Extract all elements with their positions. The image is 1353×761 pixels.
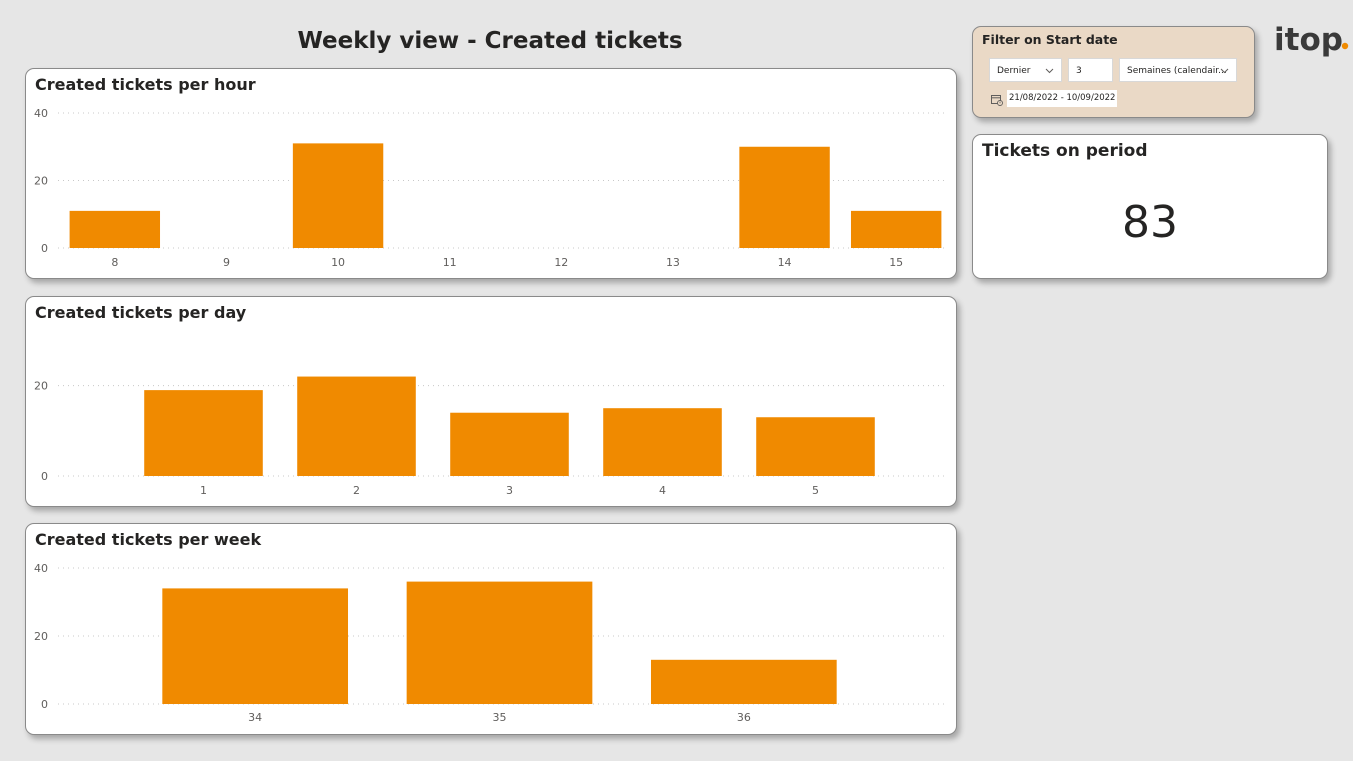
- x-tick-label: 12: [554, 256, 568, 269]
- filter-title: Filter on Start date: [982, 32, 1118, 47]
- chart-title: Created tickets per hour: [35, 75, 256, 94]
- x-tick-label: 9: [223, 256, 230, 269]
- chart-title: Created tickets per week: [35, 530, 262, 549]
- bar[interactable]: [297, 376, 416, 476]
- period-count-value: 3: [1076, 66, 1082, 76]
- x-tick-label: 3: [506, 484, 513, 497]
- page-title: Weekly view - Created tickets: [297, 28, 683, 54]
- y-tick-label: 0: [41, 470, 48, 483]
- calendar-icon[interactable]: [991, 94, 1003, 106]
- x-tick-label: 1: [200, 484, 207, 497]
- period-unit-value: Semaines (calendair...: [1127, 66, 1227, 76]
- bar-chart-per-day: 0 20 1 2 3 4 5: [34, 376, 946, 497]
- x-tick-label: 35: [493, 711, 507, 724]
- kpi-card[interactable]: Tickets on period 83: [972, 134, 1328, 279]
- x-tick-label: 10: [331, 256, 345, 269]
- x-tick-label: 2: [353, 484, 360, 497]
- period-count-input[interactable]: 3: [1068, 58, 1113, 82]
- bar[interactable]: [650, 659, 837, 704]
- y-tick-label: 0: [41, 698, 48, 711]
- bar[interactable]: [450, 412, 569, 476]
- itop-logo: itop: [1274, 22, 1349, 58]
- y-tick-label: 40: [34, 107, 48, 120]
- bar[interactable]: [850, 210, 942, 248]
- x-tick-label: 14: [778, 256, 792, 269]
- bar[interactable]: [406, 581, 593, 704]
- bar-chart-per-hour: 0 20 40 8 9 10 11 12 13 14 15: [34, 107, 946, 269]
- y-tick-label: 40: [34, 562, 48, 575]
- x-tick-label: 5: [812, 484, 819, 497]
- x-tick-label: 11: [443, 256, 457, 269]
- y-tick-label: 20: [34, 380, 48, 393]
- relative-period-dropdown[interactable]: Dernier: [989, 58, 1062, 82]
- bar[interactable]: [144, 390, 263, 476]
- x-tick-label: 4: [659, 484, 666, 497]
- kpi-title: Tickets on period: [982, 141, 1148, 161]
- logo-text: itop: [1274, 22, 1343, 58]
- chart-title: Created tickets per day: [35, 303, 247, 322]
- logo-dot: [1341, 42, 1349, 50]
- y-tick-label: 20: [34, 175, 48, 188]
- x-tick-label: 36: [737, 711, 751, 724]
- x-tick-label: 15: [889, 256, 903, 269]
- relative-period-value: Dernier: [997, 66, 1031, 76]
- bar[interactable]: [162, 588, 349, 704]
- bar[interactable]: [69, 210, 161, 248]
- x-tick-label: 8: [111, 256, 118, 269]
- chevron-down-icon: [1045, 59, 1054, 93]
- date-filter-panel: Filter on Start date Dernier 3 Semaines …: [972, 26, 1255, 118]
- date-range-value: 21/08/2022 - 10/09/2022: [1007, 90, 1118, 107]
- chevron-down-icon: [1220, 59, 1229, 93]
- bar[interactable]: [739, 146, 830, 248]
- bar-chart-per-week: 0 20 40 34 35 36: [34, 562, 946, 724]
- bar[interactable]: [292, 143, 384, 248]
- kpi-value: 83: [1122, 197, 1178, 248]
- chart-card-per-hour[interactable]: Created tickets per hour 0 20 40 8 9 10 11 12 13…: [25, 68, 957, 279]
- y-tick-label: 0: [41, 242, 48, 255]
- chart-card-per-week[interactable]: Created tickets per week 0 20 40 34 35 36: [25, 523, 957, 735]
- bar[interactable]: [756, 417, 875, 476]
- y-tick-label: 20: [34, 630, 48, 643]
- x-tick-label: 34: [248, 711, 262, 724]
- x-tick-label: 13: [666, 256, 680, 269]
- bar[interactable]: [603, 408, 722, 476]
- period-unit-dropdown[interactable]: Semaines (calendair...: [1119, 58, 1237, 82]
- chart-card-per-day[interactable]: Created tickets per day 0 20 1 2 3 4 5: [25, 296, 957, 507]
